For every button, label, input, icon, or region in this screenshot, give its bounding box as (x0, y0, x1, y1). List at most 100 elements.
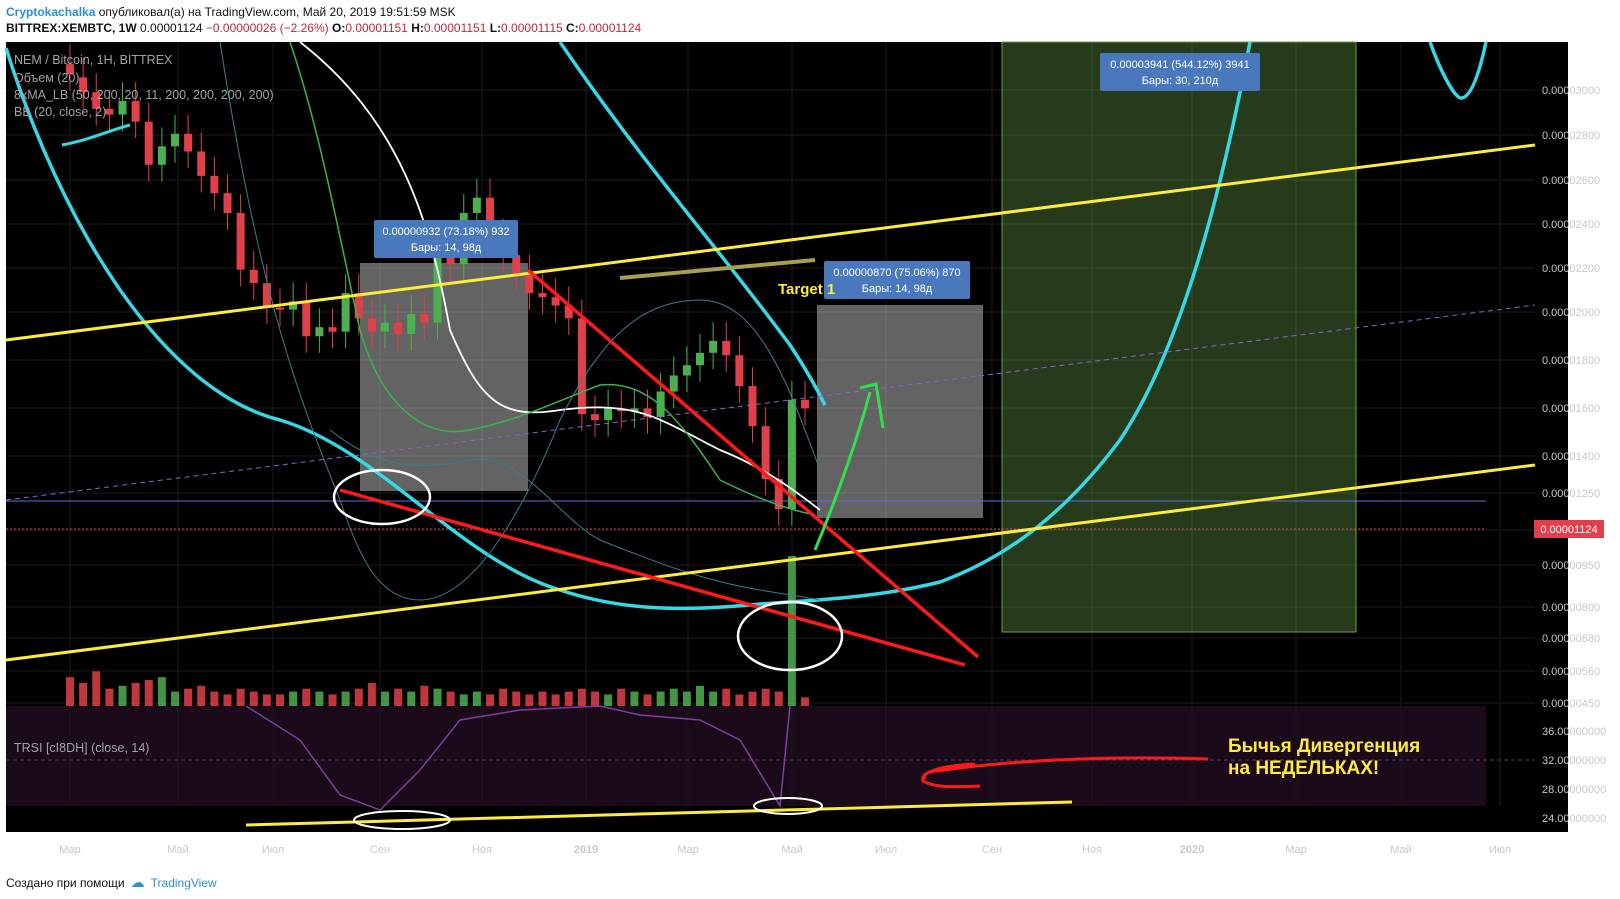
time-tick-label: Май (781, 844, 803, 856)
rsi-support-line (245, 800, 1073, 827)
target-zone (1001, 41, 1357, 633)
author-name[interactable]: Cryptokachalka (6, 5, 96, 19)
candle (144, 121, 153, 165)
rsi-tick-label: 24.00000000 (1542, 813, 1606, 825)
open-value: 0.00001151 (345, 21, 408, 35)
volume-bar (761, 688, 770, 706)
volume-bar (157, 677, 166, 706)
projection-arrow (813, 382, 885, 551)
close-label: C: (566, 21, 579, 35)
chart-header: Cryptokachalka опубликовал(а) на Trading… (6, 4, 641, 36)
candle (302, 301, 311, 337)
cyan-ma-top (1428, 41, 1488, 100)
candle (262, 283, 271, 308)
candle (381, 322, 389, 332)
grid (6, 42, 1535, 806)
candle (289, 301, 298, 310)
volume-bar (748, 691, 757, 706)
candle (801, 399, 809, 409)
candle (407, 313, 416, 334)
candle (591, 414, 599, 421)
volume-bar (774, 691, 783, 706)
volume-bar (512, 691, 521, 706)
volume-bar (656, 691, 665, 706)
footer-prefix: Создано при помощи (6, 875, 125, 890)
time-tick-label: 2020 (1180, 844, 1204, 856)
volume-bar (459, 694, 468, 706)
published-text: опубликовал(а) на TradingView.com, Май 2… (98, 5, 456, 19)
candle (656, 391, 665, 418)
time-tick-label: Мар (677, 844, 699, 856)
volume-bar (499, 688, 508, 706)
candle (210, 175, 219, 194)
volume-bar (538, 691, 547, 706)
close-value: 0.00001124 (578, 21, 642, 35)
volume-bar (709, 691, 718, 706)
candle (276, 307, 284, 310)
measure-label-2-value: 0.00000870 (75.06%) 870 (833, 267, 960, 279)
candle (66, 64, 74, 75)
measure-label-1-bg (374, 220, 518, 258)
current-price-tag (1534, 520, 1604, 538)
candle (486, 197, 494, 238)
candle (354, 293, 363, 319)
volume-bar (223, 694, 232, 706)
time-tick-label: Июл (1489, 844, 1511, 856)
footer-brand-link[interactable]: TradingView (150, 875, 217, 890)
time-tick-label: Ноя (472, 844, 492, 856)
volume-bar (682, 691, 691, 706)
price-tick-label: 0.00001600 (1542, 403, 1600, 415)
annotation-line-1: Бычья Дивергенция (1228, 736, 1420, 757)
candle (643, 408, 652, 418)
symbol-label: BITTREX:XEMBTC, 1W (6, 21, 137, 35)
price-tick-label: 0.00001800 (1542, 355, 1600, 367)
time-tick-label: Мар (59, 844, 81, 856)
candle (787, 399, 796, 510)
candle (118, 100, 127, 115)
low-label: L: (489, 21, 502, 35)
legend-line-3: 8xMA_LB (50, 200, 20, 11, 200, 200, 200,… (14, 88, 274, 102)
measure-label-1-bars: Бары: 14, 98д (411, 242, 482, 254)
rsi-tick-label: 28.00000000 (1542, 784, 1606, 796)
volume-bar (551, 694, 560, 706)
price-tick-label: 0.00000560 (1542, 666, 1600, 678)
cyan-ma-long (4, 41, 1252, 611)
candles-layer (66, 45, 809, 526)
candle (328, 327, 337, 332)
current-price-text: 0.00001124 (1540, 524, 1597, 536)
volume-bar (604, 694, 613, 706)
volume-bar (262, 694, 271, 706)
last-price: 0.00001124 (140, 21, 203, 35)
open-label: O: (331, 21, 346, 35)
high-label: H: (411, 21, 424, 35)
volume-bar (197, 685, 206, 706)
volume-bar (66, 677, 74, 706)
volume-bar (420, 685, 429, 706)
volume-bar (79, 682, 88, 706)
measure-label-2-bg (824, 261, 970, 299)
volume-bar (118, 685, 127, 706)
volume-bar (289, 691, 298, 706)
channel-mid-line (5, 304, 1536, 501)
price-tick-label: 0.00000450 (1542, 698, 1600, 710)
wedge-lower-line (339, 488, 966, 667)
price-tick-label: 0.00002600 (1542, 175, 1600, 187)
candle (249, 269, 258, 284)
candle (551, 297, 560, 306)
bollinger-upper (219, 41, 821, 601)
candle (564, 305, 573, 319)
candle (735, 355, 744, 387)
bollinger-lower (329, 429, 821, 601)
time-tick-label: Май (1390, 844, 1412, 856)
volume-bar (315, 691, 324, 706)
volume-bar (801, 697, 809, 706)
candle (748, 386, 757, 427)
volume-bar (171, 691, 179, 706)
candle (105, 108, 114, 115)
time-tick-label: Сен (370, 844, 390, 856)
rsi-circle-1 (353, 810, 451, 830)
candle (433, 255, 442, 323)
volume-bar (787, 556, 796, 706)
candle (171, 133, 179, 147)
